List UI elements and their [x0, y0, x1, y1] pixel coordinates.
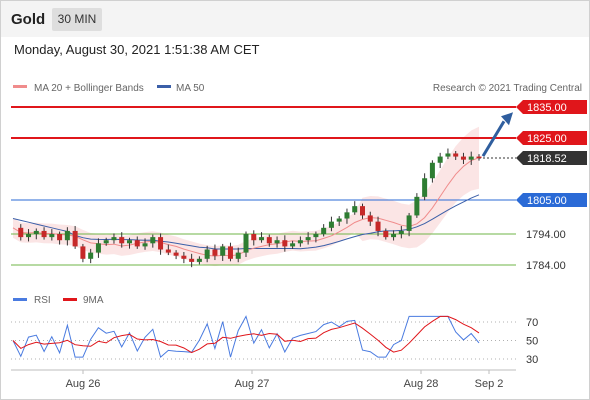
candle-body: [119, 237, 125, 244]
candle-body: [321, 227, 327, 235]
candle-body: [41, 230, 47, 238]
candle-body: [80, 246, 86, 259]
timestamp: Monday, August 30, 2021 1:51:38 AM CET: [14, 42, 260, 57]
x-tick-label: Aug 27: [235, 378, 270, 390]
candle-body: [158, 237, 164, 250]
candle-body: [367, 215, 373, 222]
forecast-arrowhead: [501, 112, 513, 126]
candle-body: [305, 237, 311, 241]
level-label: 1784.00: [526, 260, 566, 272]
candle-body: [235, 252, 241, 259]
instrument-title: Gold: [11, 11, 46, 28]
rsi-tick-label: 30: [526, 354, 538, 366]
ma50-legend-label: MA 50: [176, 83, 205, 94]
candle-body: [57, 234, 63, 241]
ma9-legend-label: 9MA: [83, 295, 104, 306]
candle-body: [134, 240, 140, 247]
candle-body: [103, 240, 109, 244]
candle-body: [26, 234, 32, 238]
candle-body: [88, 252, 94, 259]
candle-body: [18, 227, 24, 238]
candle-body: [127, 240, 132, 244]
candle-body: [297, 240, 303, 244]
candle-body: [259, 237, 265, 241]
candle-body: [406, 215, 412, 231]
candle-body: [181, 255, 187, 259]
candle-body: [398, 230, 404, 235]
candle-body: [282, 240, 288, 247]
candle-body: [336, 218, 342, 222]
ma9-legend-swatch: [63, 298, 77, 301]
candle-body: [274, 240, 280, 244]
candle-body: [352, 206, 358, 213]
candle-body: [196, 258, 202, 262]
rsi-tick-label: 50: [526, 336, 538, 348]
forecast-arrow: [481, 120, 506, 157]
candle-body: [33, 230, 39, 235]
rsi-ma9-line: [12, 315, 480, 354]
candle-body: [468, 156, 474, 160]
level-tag: [516, 130, 587, 145]
level-tag-pointer: [516, 258, 521, 272]
x-tick-label: Aug 26: [66, 378, 101, 390]
level-label: 1818.52: [527, 153, 567, 165]
level-tag: [516, 151, 587, 166]
candle-body: [165, 249, 171, 253]
candle-body: [429, 162, 435, 179]
candle-body: [414, 196, 420, 216]
candle-body: [150, 237, 156, 244]
candle-body: [313, 234, 319, 238]
candle-body: [243, 234, 249, 253]
candle-body: [251, 234, 257, 241]
x-tick-label: Aug 28: [404, 378, 439, 390]
candle-body: [72, 230, 78, 247]
ma50-legend-swatch: [157, 85, 171, 88]
level-tag-pointer: [516, 227, 521, 242]
candle-body: [375, 221, 381, 231]
timeframe-button[interactable]: 30 MIN: [52, 8, 102, 31]
level-label: 1805.00: [527, 195, 567, 207]
candle-body: [445, 153, 451, 157]
ma20-legend-swatch: [13, 85, 27, 88]
header-bar: Gold 30 MIN: [1, 1, 589, 37]
candle-body: [383, 230, 389, 238]
candle-body: [437, 156, 443, 163]
candle-body: [204, 249, 210, 259]
candle-body: [212, 249, 218, 256]
candle-body: [422, 178, 428, 197]
candle-body: [344, 212, 350, 219]
x-tick-label: Sep 2: [475, 378, 504, 390]
rsi-legend-swatch: [13, 298, 27, 301]
candle-body: [64, 230, 70, 241]
candle-body: [360, 206, 365, 216]
level-label: 1835.00: [527, 102, 567, 114]
candle-body: [173, 252, 179, 256]
candle-body: [95, 243, 101, 253]
bollinger-band: [13, 126, 479, 267]
candle-body: [460, 156, 466, 160]
rsi-tick-label: 70: [526, 317, 538, 329]
candle-body: [476, 156, 482, 159]
rsi-line: [12, 315, 480, 358]
candle-body: [227, 246, 233, 259]
rsi-legend-label: RSI: [34, 295, 51, 306]
candle-body: [266, 237, 272, 244]
level-label: 1825.00: [527, 133, 567, 145]
candle-body: [142, 243, 148, 247]
level-tag: [516, 100, 587, 114]
candle-body: [453, 153, 459, 157]
candle-body: [220, 246, 226, 256]
candle-body: [111, 237, 117, 241]
level-tag: [516, 192, 587, 207]
candle-body: [189, 258, 195, 262]
candle-body: [328, 221, 334, 228]
candle-body: [290, 243, 296, 247]
candle-body: [49, 234, 55, 238]
source-label: Research © 2021 Trading Central: [433, 83, 582, 94]
candle-body: [391, 234, 397, 238]
level-label: 1794.00: [526, 229, 566, 241]
ma20-legend-label: MA 20 + Bollinger Bands: [34, 83, 144, 94]
